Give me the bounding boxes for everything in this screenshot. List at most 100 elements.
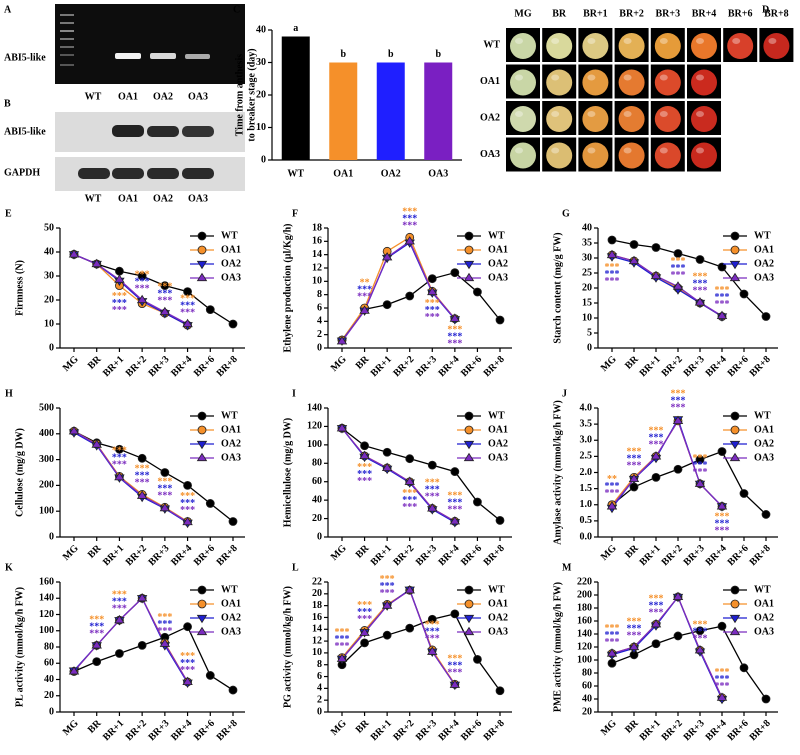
y-tick-label: 5: [587, 327, 592, 338]
marker: [449, 679, 461, 688]
marker: [182, 516, 193, 526]
significance-stars: ***: [112, 453, 127, 464]
x-tick-label: BR+4: [704, 354, 729, 379]
legend-marker: [729, 272, 741, 282]
significance-stars: ***: [157, 295, 172, 306]
x-tick-label: BR: [623, 353, 641, 371]
marker: [115, 266, 124, 276]
y-tick-label: 80: [582, 667, 592, 678]
legend-label: WT: [221, 410, 238, 421]
x-tick-label: BR+1: [369, 354, 394, 379]
significance-stars: ***: [425, 626, 440, 637]
significance-letter: b: [435, 49, 441, 60]
marker: [673, 631, 683, 641]
fruit: [727, 33, 754, 59]
marker: [717, 447, 727, 456]
series-line: [73, 597, 189, 684]
y-tick-label: 16: [312, 236, 322, 247]
lane-label: OA1: [118, 193, 138, 204]
fruit: [510, 33, 536, 59]
fruit: [691, 69, 717, 96]
panel-label: F: [292, 208, 298, 219]
fruit-highlight: [515, 74, 523, 81]
marker: [205, 499, 215, 508]
fruit-highlight: [587, 74, 596, 81]
y-tick-label: 80: [44, 641, 54, 652]
fruit-highlight: [587, 111, 596, 117]
y-tick-label: 10: [312, 647, 322, 658]
fruit-highlight: [696, 111, 704, 117]
significance-stars: ***: [605, 262, 620, 273]
x-tick-label: BR+3: [146, 543, 171, 568]
legend-marker: [196, 614, 208, 624]
y-tick-label: 20: [582, 282, 592, 293]
marker: [672, 281, 684, 290]
y-tick-label: 100: [307, 439, 322, 450]
x-tick-label: BR+4: [169, 543, 194, 568]
legend-label: OA2: [488, 612, 508, 623]
significance-stars: ***: [112, 603, 127, 614]
y-tick-label: 22: [312, 576, 322, 587]
y-tick-label: 0: [261, 154, 266, 165]
fruit-highlight: [623, 38, 632, 44]
y-tick-label: 15: [582, 297, 592, 308]
significance-stars: ***: [157, 281, 172, 292]
significance-stars: ***: [425, 619, 440, 630]
x-tick-label: BR+8: [215, 354, 240, 379]
y-axis-label: PG activity (mmol/kg/h FW): [282, 586, 293, 708]
y-tick-label: 35: [582, 237, 592, 248]
x-tick-label: BR+6: [459, 354, 484, 379]
significance-stars: **: [360, 277, 370, 288]
significance-stars: ***: [649, 608, 664, 619]
x-tick-label: BR+2: [124, 354, 149, 379]
x-tick-label: BR+2: [124, 718, 149, 743]
legend-label: WT: [488, 584, 505, 595]
legend-label: OA1: [488, 424, 508, 435]
significance-stars: ***: [447, 332, 462, 343]
significance-stars: **: [607, 474, 617, 485]
marker: [68, 425, 80, 435]
legend-marker: [463, 626, 475, 636]
marker: [673, 464, 683, 474]
panel-label: H: [5, 388, 13, 399]
fruit-highlight: [551, 111, 560, 117]
significance-stars: ***: [180, 307, 195, 318]
y-tick-label: 100: [39, 505, 54, 516]
panel-label: B: [4, 98, 11, 109]
fruit: [546, 142, 573, 169]
marker: [115, 444, 124, 454]
y-tick-label: 2.0: [580, 467, 593, 478]
y-tick-label: 6: [317, 671, 322, 682]
marker: [68, 249, 80, 258]
y-tick-label: 120: [577, 641, 592, 652]
marker: [336, 336, 348, 345]
significance-stars: ***: [112, 291, 127, 302]
x-tick-label: BR+1: [101, 354, 126, 379]
marker: [404, 476, 415, 485]
marker: [717, 621, 727, 631]
marker: [672, 415, 684, 424]
y-tick-label: 16: [312, 612, 322, 623]
y-tick-label: 4.0: [580, 402, 593, 413]
y-tick-label: 2: [317, 694, 322, 705]
significance-stars: ***: [357, 462, 372, 473]
y-tick-label: 0: [317, 706, 322, 717]
x-tick-label: MG: [329, 543, 349, 563]
x-tick-label: MG: [329, 354, 349, 374]
x-tick-label: BR+6: [192, 718, 217, 743]
marker: [739, 489, 749, 498]
fruit-highlight: [587, 38, 596, 44]
marker: [716, 501, 728, 510]
significance-stars: ***: [425, 312, 440, 323]
y-tick-label: 18: [312, 222, 322, 233]
legend-marker: [197, 585, 207, 595]
column-label: BR+4: [692, 8, 717, 19]
marker: [739, 663, 749, 673]
significance-stars: ***: [605, 637, 620, 648]
significance-stars: ***: [157, 619, 172, 630]
x-tick-label: BR+4: [169, 354, 194, 379]
significance-stars: ***: [605, 488, 620, 499]
y-tick-label: 60: [312, 476, 322, 487]
y-tick-label: 140: [577, 628, 592, 639]
x-tick-label: MG: [329, 718, 349, 738]
